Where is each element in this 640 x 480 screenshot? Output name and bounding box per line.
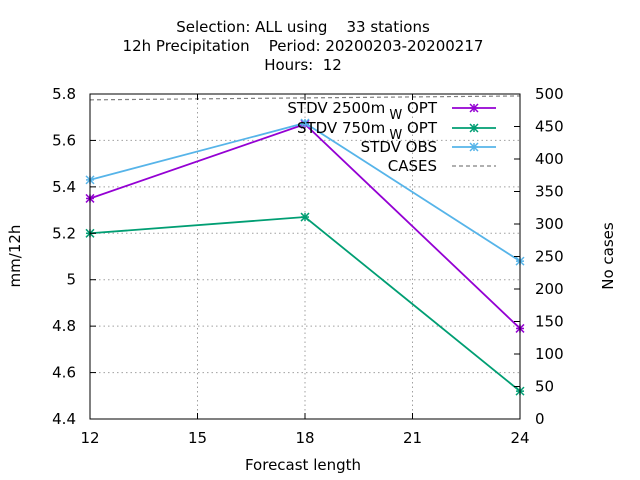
y2-tick-label: 500 <box>535 85 564 103</box>
y-axis-label: mm/12h <box>6 225 24 288</box>
legend-label-subscript: W <box>385 108 402 123</box>
x-tick-label: 12 <box>80 429 99 447</box>
y-tick-label: 4.4 <box>52 410 76 428</box>
y2-tick-label: 350 <box>535 183 564 201</box>
chart-title: Selection: ALL using 33 stations 12h Pre… <box>123 18 484 74</box>
y-tick-label: 5.2 <box>52 224 76 242</box>
legend-label-suffix: OPT <box>402 119 438 137</box>
legend-label: CASES <box>388 157 437 175</box>
legend-entry: STDV OBS <box>361 138 496 156</box>
legend-entry: STDV 750m W OPT <box>297 119 496 143</box>
x-tick-label: 24 <box>510 429 529 447</box>
legend-label-name: STDV 2500m <box>287 99 385 117</box>
legend-entry: CASES <box>388 157 496 175</box>
legend-label: STDV 750m W OPT <box>297 119 438 143</box>
y2-tick-label: 400 <box>535 150 564 168</box>
grid <box>90 94 520 419</box>
y-tick-label: 4.6 <box>52 364 76 382</box>
y2-tick-label: 50 <box>535 378 554 396</box>
y2-tick-label: 250 <box>535 248 564 266</box>
x-tick-label: 21 <box>403 429 422 447</box>
title-line-3: Hours: 12 <box>264 56 342 74</box>
x-axis-label: Forecast length <box>245 456 361 474</box>
data-point <box>469 103 479 113</box>
data-point <box>300 118 310 128</box>
x-tick-label: 15 <box>188 429 207 447</box>
legend-label-subscript: W <box>385 128 402 143</box>
y-tick-label: 5.4 <box>52 178 76 196</box>
x-tick-labels: 12 15 18 21 24 <box>80 429 529 447</box>
title-line-1: Selection: ALL using 33 stations <box>176 18 430 36</box>
legend-label-name: CASES <box>388 157 437 175</box>
y-tick-label: 5.8 <box>52 85 76 103</box>
legend-label-name: STDV 750m <box>297 119 385 137</box>
y-tick-label: 5.6 <box>52 131 76 149</box>
y2-tick-label: 100 <box>535 345 564 363</box>
y2-tick-label: 0 <box>535 410 545 428</box>
title-line-2: 12h Precipitation Period: 20200203-20200… <box>123 37 484 55</box>
y-tick-label: 5 <box>66 271 76 289</box>
y2-tick-labels: 0 50 100 150 200 250 300 350 400 450 500 <box>535 85 564 428</box>
x-tick-label: 18 <box>295 429 314 447</box>
legend-label-suffix: OPT <box>402 99 438 117</box>
axis-ticks <box>89 93 521 420</box>
data-point <box>300 212 310 222</box>
legend-entry: STDV 2500m W OPT <box>287 99 496 123</box>
y2-tick-label: 300 <box>535 215 564 233</box>
y-tick-label: 4.8 <box>52 317 76 335</box>
data-point <box>469 142 479 152</box>
plot-series <box>85 95 525 396</box>
y-tick-labels: 4.4 4.6 4.8 5 5.2 5.4 5.6 5.8 <box>52 85 76 428</box>
series-line-cases <box>89 95 521 101</box>
y2-tick-label: 450 <box>535 118 564 136</box>
legend-label: STDV OBS <box>361 138 437 156</box>
legend-label-name: STDV OBS <box>361 138 437 156</box>
y2-tick-label: 200 <box>535 280 564 298</box>
legend-label: STDV 2500m W OPT <box>287 99 437 123</box>
data-point <box>469 123 479 133</box>
y2-axis-label: No cases <box>599 222 617 290</box>
y2-tick-label: 150 <box>535 313 564 331</box>
